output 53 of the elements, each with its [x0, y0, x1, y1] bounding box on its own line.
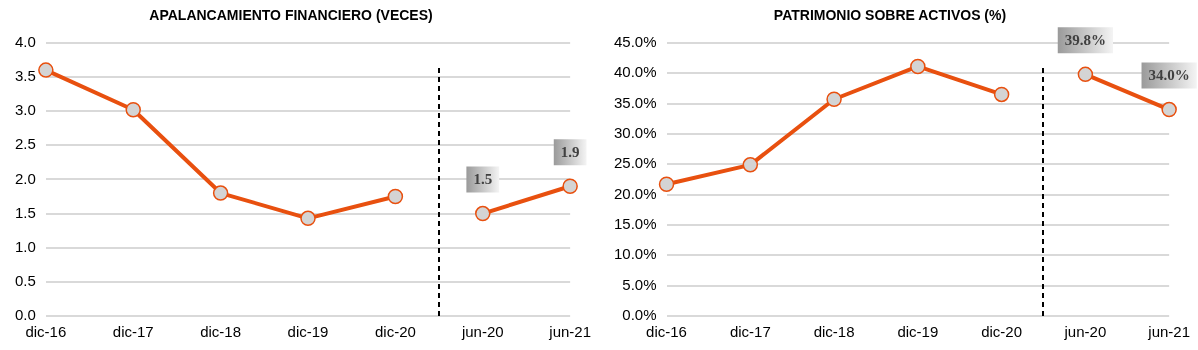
x-tick-label: jun-20	[460, 323, 504, 341]
y-tick-label: 2.5	[14, 135, 36, 153]
x-tick-label: jun-21	[1147, 323, 1190, 341]
data-label: 34.0%	[1148, 67, 1190, 84]
data-label: 1.9	[560, 144, 580, 161]
y-tick-label: 2.0	[14, 169, 36, 187]
y-tick-label: 4.0	[14, 32, 36, 50]
x-tick-label: dic-19	[287, 323, 329, 341]
x-tick-label: dic-20	[374, 323, 416, 341]
y-tick-label: 0.5	[14, 271, 36, 289]
y-tick-label: 45.0%	[613, 32, 657, 50]
y-tick-label: 35.0%	[613, 93, 657, 111]
point	[826, 91, 842, 108]
point	[910, 58, 926, 75]
chart-title: PATRIMONIO SOBRE ACTIVOS (%)	[773, 7, 1007, 24]
x-tick-label: dic-18	[813, 323, 855, 341]
point	[658, 176, 675, 193]
point	[993, 86, 1010, 103]
x-tick-label: jun-21	[548, 323, 591, 341]
x-tick-label: dic-20	[981, 323, 1023, 341]
y-tick-label: 3.5	[14, 67, 36, 85]
x-tick-label: dic-19	[897, 323, 939, 341]
y-tick-label: 40.0%	[613, 63, 657, 81]
point	[1161, 101, 1177, 118]
y-tick-label: 5.0%	[622, 275, 657, 293]
y-tick-label: 0.0	[14, 306, 36, 324]
data-label: 39.8%	[1064, 32, 1107, 49]
x-tick-label: dic-16	[646, 323, 687, 341]
point	[300, 210, 316, 227]
point	[387, 188, 404, 205]
x-tick-label: dic-16	[25, 323, 67, 341]
x-tick-label: dic-17	[112, 323, 154, 341]
y-tick-label: 3.0	[14, 101, 36, 119]
y-tick-label: 10.0%	[613, 245, 657, 263]
point	[38, 62, 54, 78]
x-tick-label: dic-17	[729, 323, 771, 341]
point	[1077, 66, 1094, 83]
x-tick-label: dic-18	[200, 323, 242, 341]
y-tick-label: 1.5	[14, 203, 36, 221]
point	[475, 205, 491, 222]
x-tick-label: jun-20	[1063, 323, 1107, 341]
point	[742, 157, 759, 173]
y-tick-label: 20.0%	[613, 184, 657, 202]
y-tick-label: 30.0%	[613, 124, 657, 142]
y-tick-label: 25.0%	[613, 154, 657, 172]
y-tick-label: 0.0%	[622, 306, 657, 324]
chart-title: APALANCAMIENTO FINANCIERO (VECES)	[149, 7, 433, 24]
y-tick-label: 1.0	[14, 237, 36, 255]
point	[212, 185, 229, 201]
point	[125, 101, 141, 118]
y-tick-label: 15.0%	[613, 215, 657, 233]
data-label: 1.5	[473, 171, 493, 188]
point	[562, 178, 578, 194]
